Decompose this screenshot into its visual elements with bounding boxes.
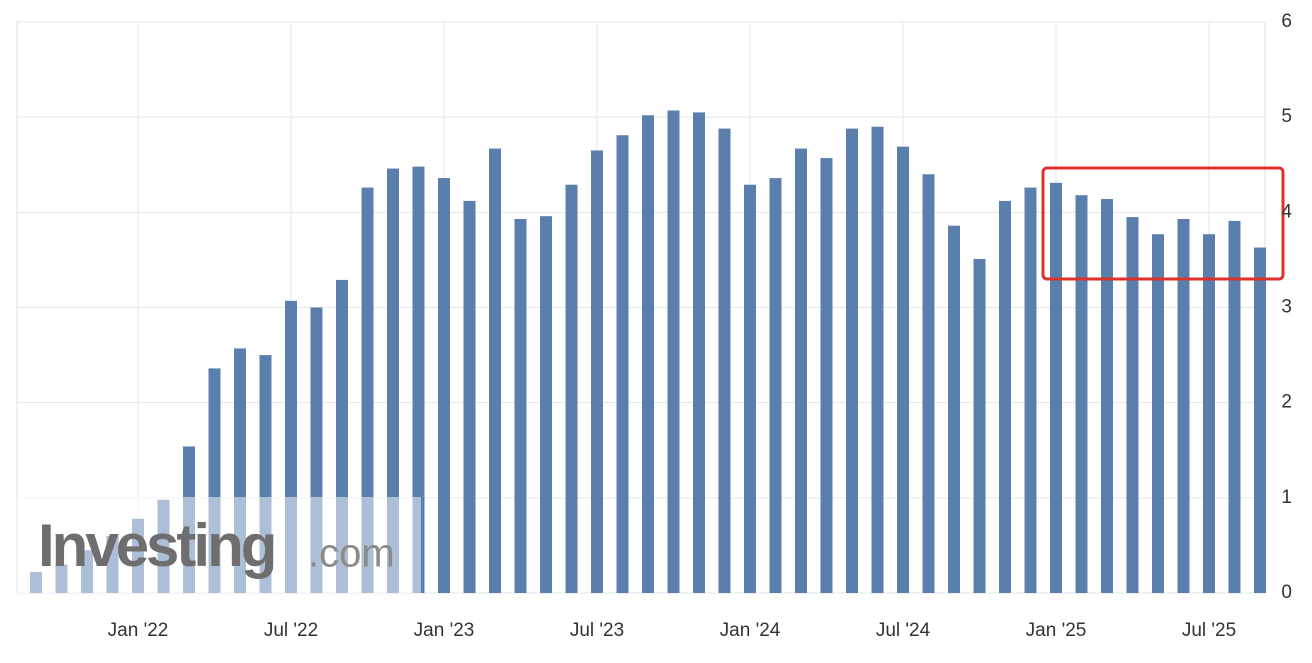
highlight-box bbox=[1041, 166, 1285, 281]
bar bbox=[438, 178, 450, 593]
bar bbox=[642, 115, 654, 593]
watermark-suffix: .com bbox=[308, 532, 395, 576]
bar bbox=[693, 112, 705, 594]
watermark-backdrop bbox=[17, 497, 421, 593]
y-tick-label: 4 bbox=[1281, 201, 1292, 222]
bar bbox=[463, 200, 476, 593]
bar bbox=[744, 184, 756, 594]
bar bbox=[922, 174, 935, 593]
bar bbox=[1152, 234, 1164, 593]
x-tick-label: Jan '25 bbox=[1026, 620, 1087, 641]
bar bbox=[361, 187, 374, 593]
bar bbox=[412, 166, 425, 594]
bar bbox=[565, 184, 578, 594]
bar bbox=[1228, 220, 1241, 594]
bar bbox=[667, 110, 680, 593]
x-tick-label: Jul '24 bbox=[876, 620, 931, 641]
bar bbox=[795, 148, 807, 594]
x-tick-label: Jul '25 bbox=[1182, 620, 1236, 641]
bar bbox=[387, 168, 399, 593]
bar bbox=[718, 128, 731, 593]
bar bbox=[846, 128, 858, 593]
y-tick-label: 1 bbox=[1281, 487, 1292, 508]
bar bbox=[540, 216, 552, 593]
bar bbox=[1024, 187, 1037, 593]
x-tick-label: Jul '22 bbox=[264, 620, 318, 641]
bar bbox=[1177, 218, 1190, 593]
bar bbox=[973, 258, 986, 593]
bar bbox=[769, 178, 782, 593]
bar bbox=[489, 148, 501, 594]
bar bbox=[1203, 234, 1215, 593]
bar bbox=[1101, 199, 1113, 593]
bar bbox=[1254, 247, 1266, 594]
bar bbox=[616, 135, 629, 593]
x-tick-label: Jul '23 bbox=[570, 620, 624, 641]
bar bbox=[871, 126, 884, 593]
bar bbox=[999, 200, 1011, 593]
bar bbox=[514, 218, 527, 593]
y-tick-label: 2 bbox=[1281, 392, 1292, 413]
y-tick-label: 3 bbox=[1281, 297, 1292, 318]
x-tick-label: Jan '23 bbox=[414, 620, 475, 641]
y-tick-label: 6 bbox=[1281, 11, 1292, 32]
bar bbox=[820, 158, 833, 594]
x-tick-label: Jan '22 bbox=[108, 620, 169, 641]
y-tick-label: 0 bbox=[1281, 582, 1292, 603]
watermark-brand: Investing bbox=[38, 512, 274, 579]
y-tick-label: 5 bbox=[1281, 106, 1292, 127]
bar bbox=[591, 150, 603, 593]
x-tick-label: Jan '24 bbox=[720, 620, 781, 641]
bar bbox=[1126, 217, 1139, 593]
bar bbox=[1075, 195, 1088, 593]
bar bbox=[948, 225, 960, 593]
bar bbox=[1050, 182, 1062, 593]
bar bbox=[897, 146, 909, 593]
